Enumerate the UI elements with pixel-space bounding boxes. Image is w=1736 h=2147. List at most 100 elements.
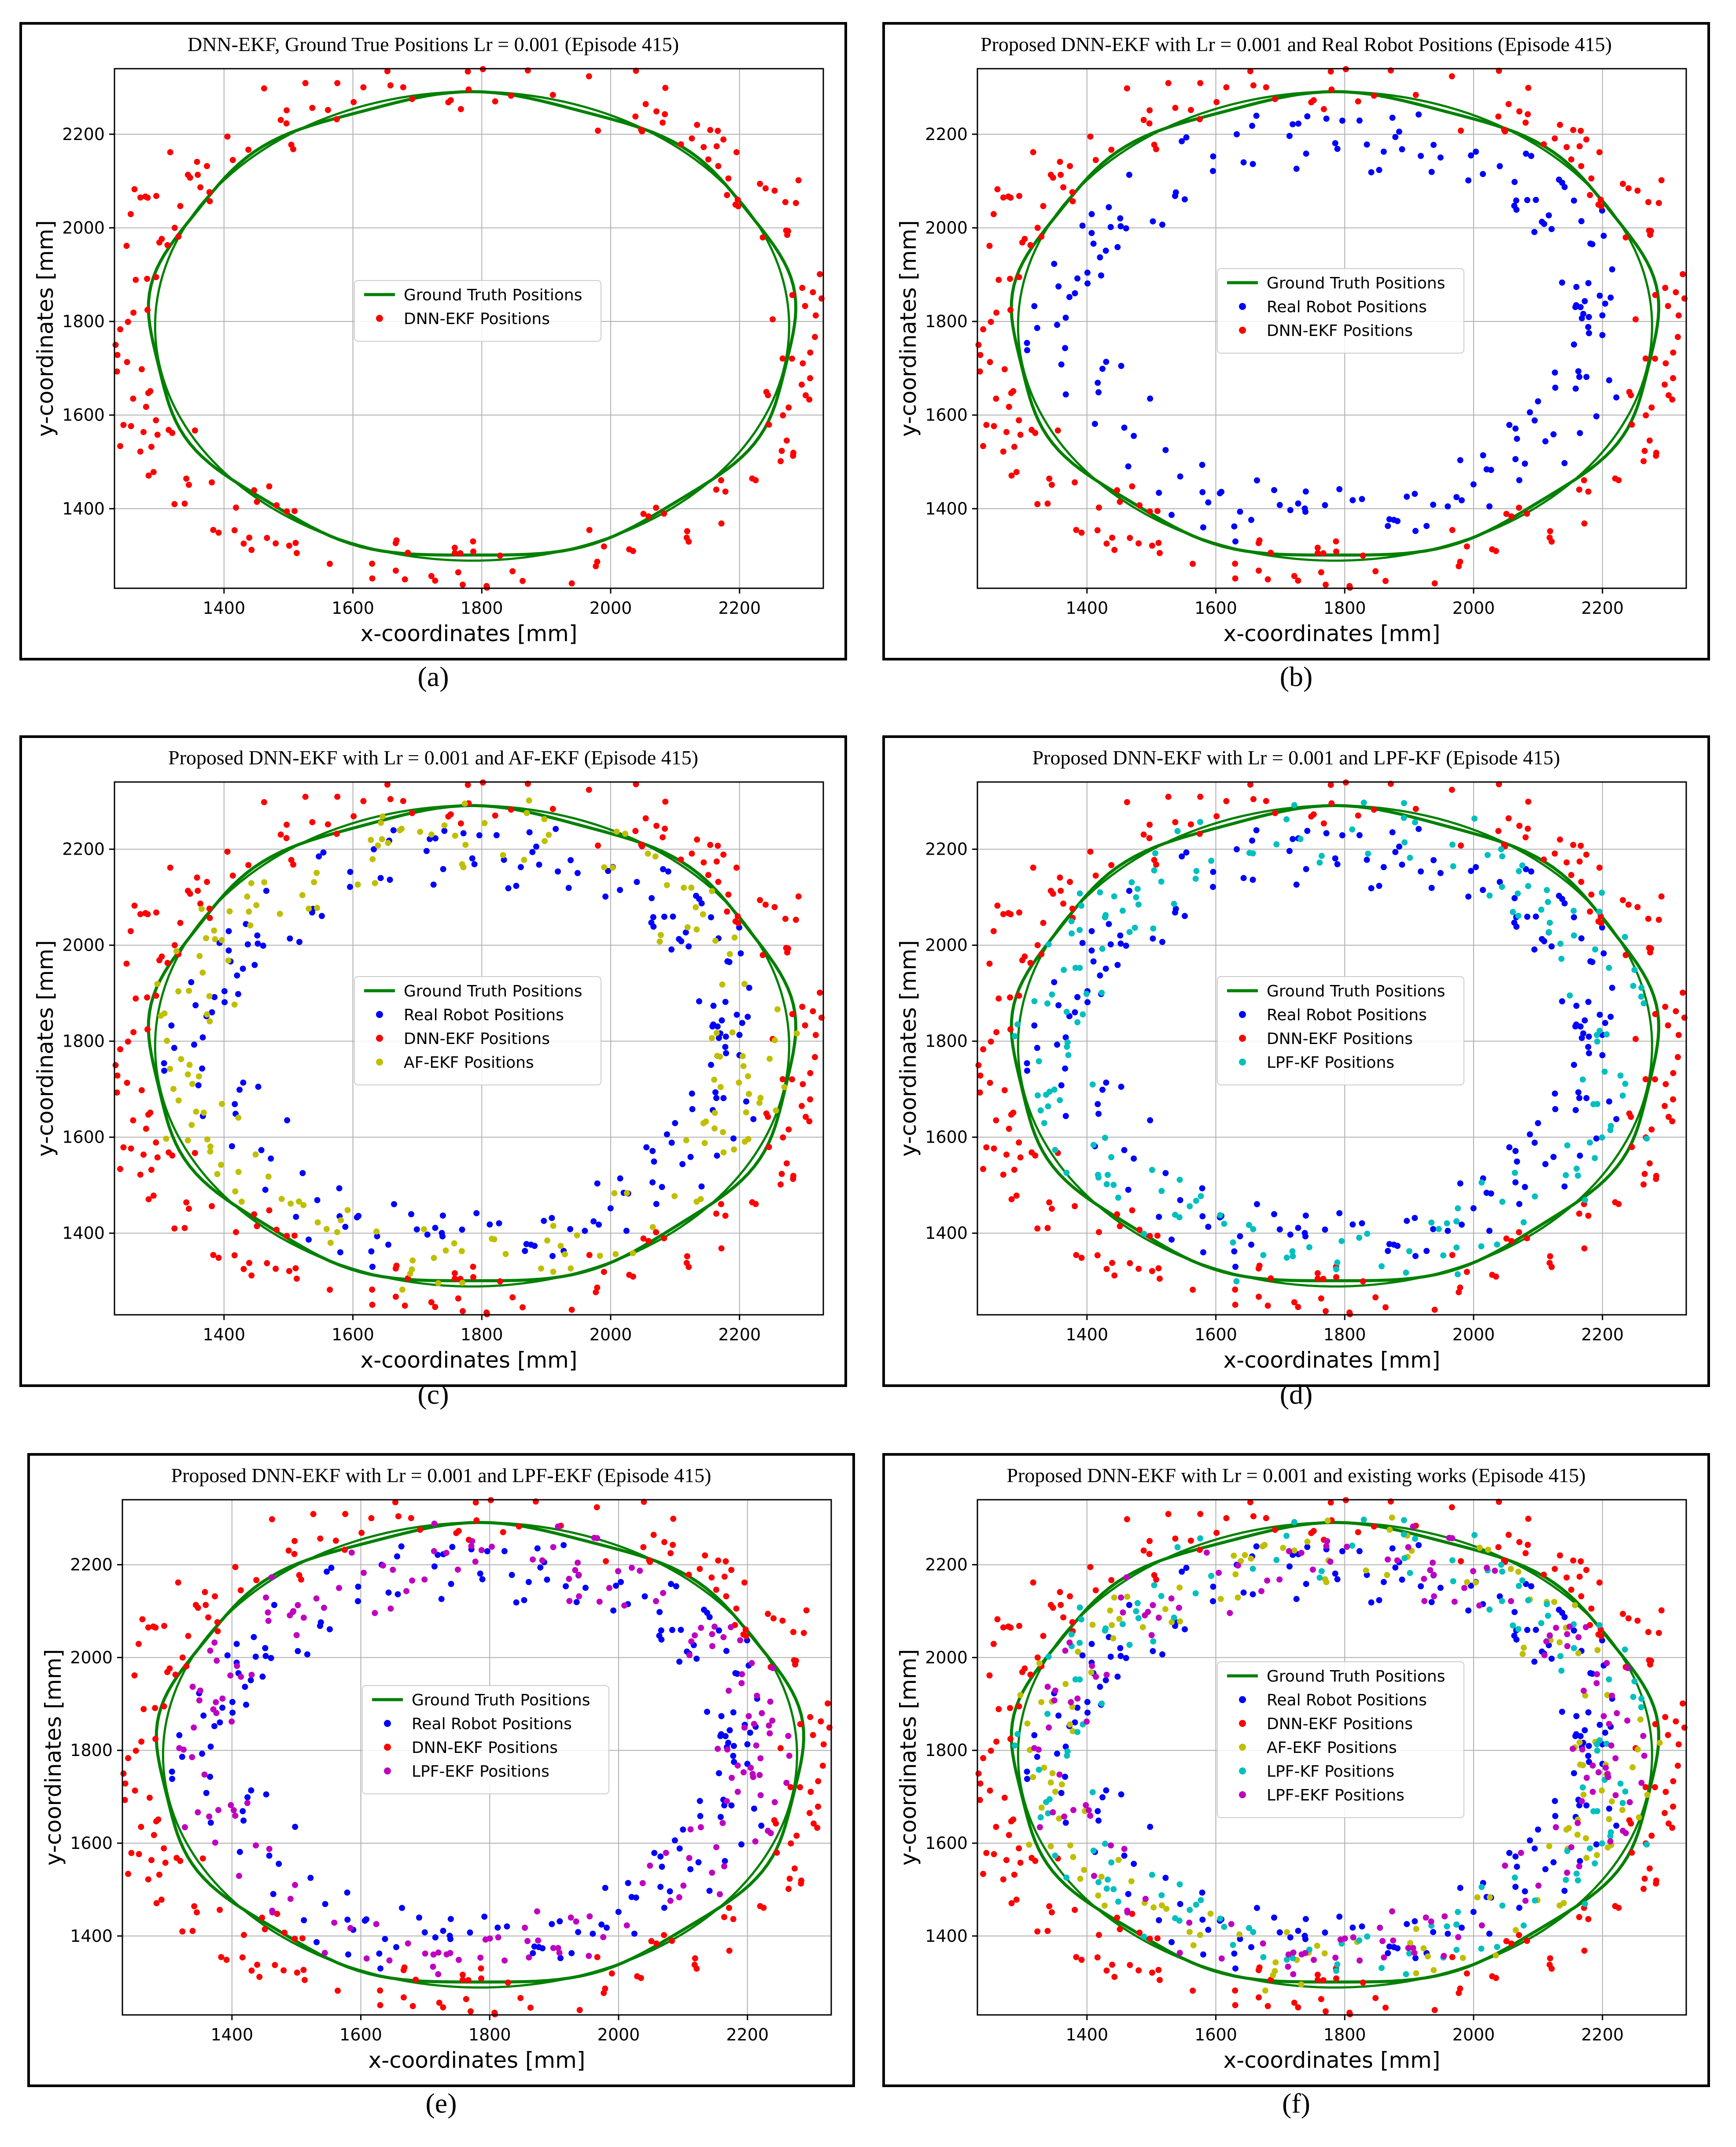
data-point-dnn-ekf <box>749 1199 756 1206</box>
data-point-dnn-ekf <box>1578 878 1585 885</box>
data-point-lpf-kf <box>1594 1038 1600 1045</box>
data-point-real-robot <box>1304 1544 1311 1550</box>
data-point-real-robot <box>653 1201 660 1207</box>
data-point-lpf-kf <box>1074 1019 1081 1026</box>
data-point-real-robot <box>1301 505 1308 512</box>
data-point-real-robot <box>631 1930 638 1937</box>
data-point-real-robot <box>605 868 612 874</box>
data-point-dnn-ekf <box>1662 1081 1669 1088</box>
data-point-dnn-ekf <box>402 1302 408 1309</box>
data-point-lpf-kf <box>1044 1711 1051 1717</box>
data-point-lpf-kf <box>1499 884 1505 890</box>
data-point-lpf-ekf <box>482 1936 489 1943</box>
data-point-real-robot <box>1199 1916 1206 1923</box>
data-point-dnn-ekf <box>127 928 134 934</box>
data-point-real-robot <box>1248 1241 1254 1248</box>
data-point-dnn-ekf <box>810 289 816 295</box>
data-point-dnn-ekf <box>1256 1294 1262 1300</box>
data-point-real-robot <box>1559 896 1566 902</box>
data-point-lpf-kf <box>1478 1945 1485 1952</box>
data-point-dnn-ekf <box>161 1703 167 1710</box>
data-point-lpf-kf <box>1356 1937 1363 1944</box>
data-point-af-ekf <box>1425 1953 1431 1960</box>
data-point-real-robot <box>1253 827 1260 834</box>
data-point-real-robot <box>1506 1850 1513 1856</box>
data-point-af-ekf <box>451 1240 457 1247</box>
data-point-real-robot <box>716 1770 722 1777</box>
data-point-dnn-ekf <box>1103 1967 1110 1974</box>
data-point-dnn-ekf <box>1165 1511 1172 1517</box>
chart-svg: 1400 1600 1800 2000 220014001600180020002200… <box>33 66 825 646</box>
data-point-real-robot <box>574 870 581 876</box>
data-point-lpf-kf <box>1111 893 1117 900</box>
data-point-real-robot <box>262 1187 269 1193</box>
data-point-dnn-ekf <box>139 1616 146 1623</box>
data-point-dnn-ekf <box>302 1977 308 1983</box>
data-point-real-robot <box>438 1596 445 1602</box>
data-point-dnn-ekf <box>977 1072 984 1079</box>
data-point-af-ekf <box>265 1173 272 1180</box>
data-point-real-robot <box>1249 161 1256 167</box>
data-point-real-robot <box>1430 142 1437 148</box>
data-point-dnn-ekf <box>1634 1617 1641 1624</box>
data-point-real-robot <box>1304 113 1311 120</box>
legend-box <box>1217 268 1464 354</box>
data-point-lpf-kf <box>1120 907 1126 914</box>
data-point-real-robot <box>1168 512 1175 518</box>
data-point-af-ekf <box>1464 1579 1471 1586</box>
data-point-dnn-ekf <box>1044 1928 1051 1934</box>
data-point-lpf-ekf <box>197 1687 203 1694</box>
data-point-dnn-ekf <box>150 1623 157 1630</box>
data-point-dnn-ekf <box>291 1936 298 1942</box>
data-point-real-robot <box>1062 391 1069 398</box>
data-point-real-robot <box>266 1852 273 1859</box>
data-point-dnn-ekf <box>309 819 316 826</box>
data-point-dnn-ekf <box>281 1929 288 1936</box>
data-point-dnn-ekf <box>215 529 222 536</box>
data-point-dnn-ekf <box>645 1238 652 1244</box>
data-point-dnn-ekf <box>1524 510 1530 517</box>
data-point-lpf-ekf <box>1624 1717 1631 1724</box>
data-point-af-ekf <box>1038 1804 1045 1811</box>
data-point-af-ekf <box>1111 1594 1117 1601</box>
data-point-lpf-kf <box>1158 1892 1165 1899</box>
data-point-af-ekf <box>1389 1514 1395 1521</box>
data-point-af-ekf <box>184 1071 191 1078</box>
data-point-real-robot <box>1575 1089 1581 1096</box>
data-point-af-ekf <box>204 1136 210 1143</box>
x-tick-label: 1600 <box>339 2025 382 2044</box>
data-point-lpf-kf <box>1217 1915 1224 1922</box>
data-point-real-robot <box>676 1845 683 1852</box>
data-point-real-robot <box>695 1859 702 1866</box>
data-point-real-robot <box>1126 172 1132 178</box>
data-point-dnn-ekf <box>988 319 994 325</box>
data-point-af-ekf <box>1177 1618 1183 1625</box>
data-point-real-robot <box>263 888 269 894</box>
data-point-lpf-ekf <box>253 1842 259 1849</box>
data-point-lpf-ekf <box>1575 1634 1582 1641</box>
data-point-dnn-ekf <box>144 306 151 313</box>
data-point-lpf-kf <box>1158 1188 1165 1194</box>
data-point-real-robot <box>229 1699 236 1705</box>
data-point-lpf-kf <box>1607 1829 1614 1836</box>
data-point-dnn-ekf <box>231 527 238 534</box>
data-point-dnn-ekf <box>1040 203 1047 209</box>
data-point-real-robot <box>697 1813 704 1819</box>
data-point-dnn-ekf <box>1431 1306 1438 1313</box>
data-point-af-ekf <box>178 1056 184 1062</box>
data-point-dnn-ekf <box>327 1287 333 1293</box>
data-point-dnn-ekf <box>409 2003 416 2009</box>
data-point-lpf-ekf <box>469 1538 475 1545</box>
data-point-lpf-kf <box>1090 1848 1097 1854</box>
data-point-dnn-ekf <box>1092 872 1099 879</box>
data-point-dnn-ekf <box>980 326 987 332</box>
data-point-dnn-ekf <box>1372 568 1379 575</box>
data-point-lpf-kf <box>1246 1222 1252 1228</box>
chart-title: Proposed DNN-EKF with Lr = 0.001 and exi… <box>1006 1464 1586 1487</box>
data-point-dnn-ekf <box>1155 1966 1162 1973</box>
data-point-real-robot <box>316 853 322 860</box>
data-point-af-ekf <box>1576 1739 1583 1746</box>
data-point-dnn-ekf <box>133 1748 139 1754</box>
legend-marker-swatch <box>1239 1744 1246 1751</box>
data-point-real-robot <box>582 1228 588 1234</box>
